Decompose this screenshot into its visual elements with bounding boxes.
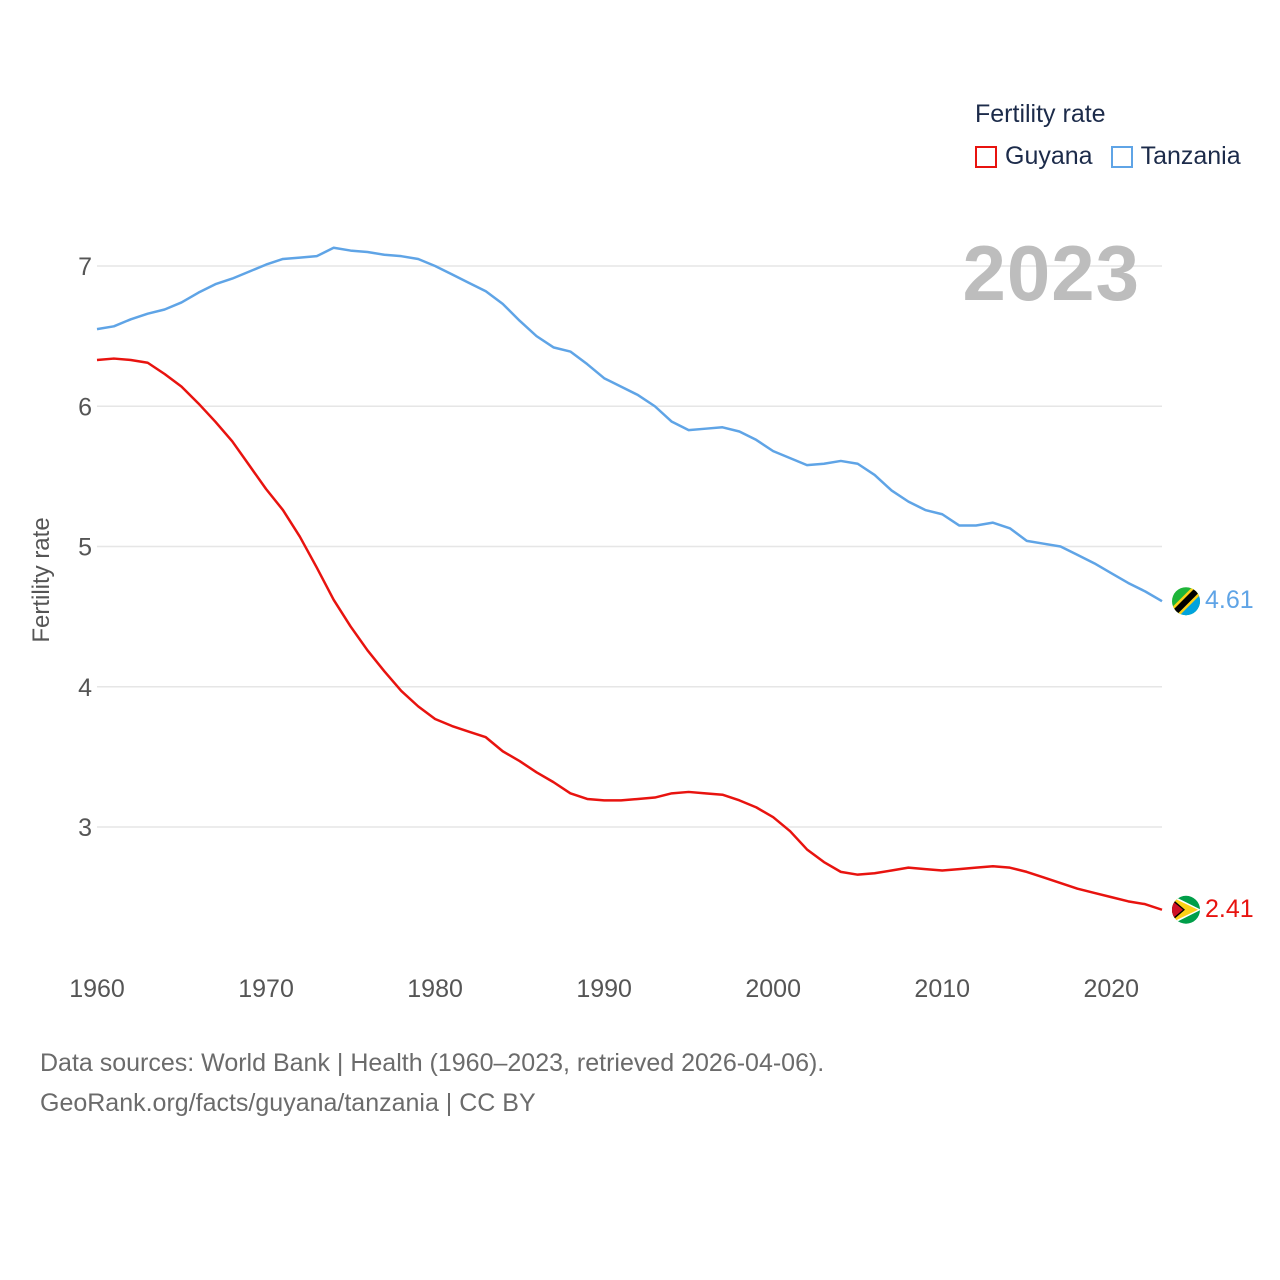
x-tick-label: 1980 (407, 975, 463, 1003)
footer: Data sources: World Bank | Health (1960–… (40, 1043, 824, 1123)
x-tick-label: 2020 (1083, 975, 1139, 1003)
year-label: 2023 (962, 229, 1140, 317)
legend-swatch-tanzania (1110, 145, 1133, 168)
legend-item-guyana[interactable]: Guyana (975, 142, 1093, 171)
legend-label-guyana: Guyana (1005, 142, 1093, 170)
x-tick-label: 1990 (576, 975, 632, 1003)
x-tick-label: 1970 (238, 975, 294, 1003)
y-tick-label: 5 (78, 534, 92, 562)
flag-marker-guyana (1172, 895, 1200, 924)
y-tick-label: 6 (78, 393, 92, 421)
series-line-tanzania (96, 246, 1163, 603)
end-value-label-tanzania: 4.61 (1205, 586, 1254, 615)
end-value-label-guyana: 2.41 (1205, 894, 1254, 923)
legend: Guyana Tanzania (975, 142, 1259, 171)
gridlines (97, 265, 1162, 828)
y-tick-label: 3 (78, 814, 92, 842)
legend-label-tanzania: Tanzania (1140, 142, 1241, 170)
y-axis-ticks: 3 4 5 6 7 (78, 253, 92, 842)
y-tick-label: 4 (78, 674, 92, 702)
y-tick-label: 7 (78, 253, 92, 281)
series-line-guyana (96, 357, 1163, 911)
x-tick-label: 2010 (914, 975, 970, 1003)
source-url-text: GeoRank.org/facts/guyana/tanzania | CC B… (40, 1089, 536, 1117)
legend-item-tanzania[interactable]: Tanzania (1110, 142, 1241, 171)
flag-marker-tanzania (1172, 587, 1200, 616)
y-axis-label: Fertility rate (28, 517, 55, 643)
x-axis-ticks: 1960 1970 1980 1990 2000 2010 2020 (69, 975, 1139, 1003)
data-source-text: Data sources: World Bank | Health (1960–… (40, 1049, 825, 1077)
legend-title: Fertility rate (975, 100, 1106, 128)
x-tick-label: 2000 (745, 975, 801, 1003)
series-lines (96, 246, 1163, 911)
x-tick-label: 1960 (69, 975, 125, 1003)
legend-swatch-guyana (975, 145, 997, 168)
end-markers (1172, 587, 1200, 924)
